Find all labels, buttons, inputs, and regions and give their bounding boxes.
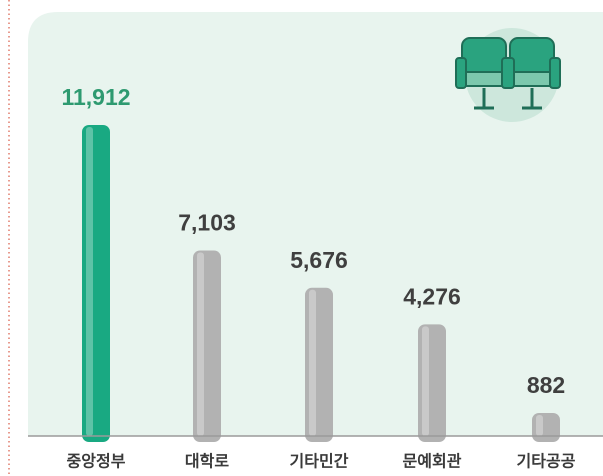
bar-highlight	[536, 414, 543, 436]
bar	[418, 324, 446, 442]
panel	[28, 12, 603, 436]
category-label: 문예회관	[403, 452, 462, 471]
category-label: 기타민간	[290, 452, 349, 471]
category-label: 기타공공	[517, 452, 576, 471]
bar-highlight	[309, 289, 316, 436]
category-label: 대학로	[185, 452, 229, 471]
bar	[305, 287, 333, 442]
bar	[532, 412, 560, 442]
value-label: 11,912	[61, 84, 130, 110]
value-label: 4,276	[403, 283, 461, 309]
bar	[82, 125, 110, 442]
bar-highlight	[197, 252, 204, 436]
value-label: 7,103	[178, 210, 236, 236]
bar-highlight	[86, 127, 93, 436]
seat-icon	[455, 28, 561, 122]
value-label: 5,676	[290, 247, 348, 273]
bar	[193, 250, 221, 442]
category-label: 중앙정부	[67, 452, 126, 471]
value-label: 882	[527, 372, 565, 398]
bar-highlight	[422, 326, 429, 436]
